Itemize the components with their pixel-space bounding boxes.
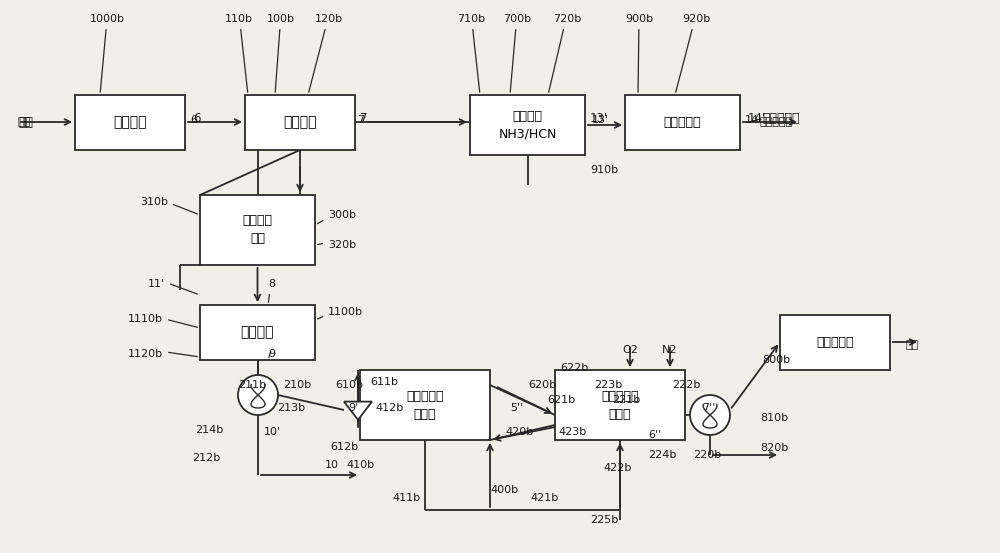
Text: 100b: 100b xyxy=(267,14,295,92)
Text: 610b: 610b xyxy=(335,380,363,390)
Text: 820b: 820b xyxy=(760,443,788,453)
Text: 可再生脱
NH3/HCN: 可再生脱 NH3/HCN xyxy=(498,109,557,140)
FancyBboxPatch shape xyxy=(780,315,890,370)
Text: 热量回收: 热量回收 xyxy=(241,326,274,340)
Text: 10: 10 xyxy=(325,460,339,470)
Text: 310b: 310b xyxy=(140,197,197,214)
Text: 421b: 421b xyxy=(530,493,558,503)
Text: 7: 7 xyxy=(360,112,368,124)
Text: 920b: 920b xyxy=(676,14,710,92)
Text: 110b: 110b xyxy=(225,14,253,92)
Text: 611b: 611b xyxy=(370,377,398,387)
FancyBboxPatch shape xyxy=(200,305,315,360)
Text: 622b: 622b xyxy=(560,363,588,373)
Text: 910b: 910b xyxy=(590,165,618,175)
FancyBboxPatch shape xyxy=(360,370,490,440)
Text: 脱硫合成气: 脱硫合成气 xyxy=(760,117,793,127)
Text: 213b: 213b xyxy=(277,403,305,413)
Text: 300b: 300b xyxy=(317,210,356,223)
Text: 214b: 214b xyxy=(195,425,223,435)
Text: 粉煤: 粉煤 xyxy=(18,117,31,127)
Text: 10': 10' xyxy=(264,427,281,437)
Text: 220b: 220b xyxy=(693,450,721,460)
Text: 14': 14' xyxy=(745,115,762,125)
Text: 221b: 221b xyxy=(612,395,640,405)
Text: 7: 7 xyxy=(357,115,364,125)
FancyBboxPatch shape xyxy=(245,95,355,150)
Text: 粉煤气化: 粉煤气化 xyxy=(113,116,147,129)
Text: 11': 11' xyxy=(148,279,197,294)
Text: 1100b: 1100b xyxy=(318,307,363,319)
Text: 710b: 710b xyxy=(457,14,485,92)
Text: 900b: 900b xyxy=(625,14,653,92)
Text: 1120b: 1120b xyxy=(128,349,197,359)
Text: 224b: 224b xyxy=(648,450,676,460)
Text: 210b: 210b xyxy=(283,380,311,390)
Text: O2: O2 xyxy=(622,345,638,355)
FancyBboxPatch shape xyxy=(555,370,685,440)
Text: 621b: 621b xyxy=(547,395,575,405)
Text: 6'': 6'' xyxy=(648,430,661,440)
Text: 620b: 620b xyxy=(528,380,556,390)
Text: 211b: 211b xyxy=(238,380,266,390)
Text: 400b: 400b xyxy=(490,485,518,495)
Text: 激冷洗涤: 激冷洗涤 xyxy=(283,116,317,129)
Text: 720b: 720b xyxy=(549,14,581,92)
Text: 硫磺: 硫磺 xyxy=(905,340,918,350)
Text: 423b: 423b xyxy=(558,427,586,437)
Text: 225b: 225b xyxy=(590,515,618,525)
Text: 5'': 5'' xyxy=(510,403,523,413)
Text: 循环流化床
再生段: 循环流化床 再生段 xyxy=(601,389,639,420)
Polygon shape xyxy=(344,401,372,420)
Text: 粉煤: 粉煤 xyxy=(18,116,33,128)
FancyBboxPatch shape xyxy=(470,95,585,155)
Text: 612b: 612b xyxy=(330,442,358,452)
Text: 1000b: 1000b xyxy=(90,14,125,92)
Text: 6: 6 xyxy=(193,112,200,124)
Text: 412b: 412b xyxy=(375,403,403,413)
Text: 422b: 422b xyxy=(603,463,631,473)
Circle shape xyxy=(690,395,730,435)
Text: 9': 9' xyxy=(348,403,358,413)
Text: 9: 9 xyxy=(268,349,275,359)
FancyBboxPatch shape xyxy=(200,195,315,265)
Text: 320b: 320b xyxy=(318,240,356,250)
FancyBboxPatch shape xyxy=(625,95,740,150)
Text: 硫回收单元: 硫回收单元 xyxy=(816,336,854,349)
Text: 1110b: 1110b xyxy=(128,314,197,327)
Text: 6: 6 xyxy=(190,115,197,125)
Text: 120b: 120b xyxy=(309,14,343,92)
Text: 411b: 411b xyxy=(392,493,420,503)
Text: 212b: 212b xyxy=(192,453,220,463)
Text: 8: 8 xyxy=(268,279,275,302)
Text: 222b: 222b xyxy=(672,380,700,390)
Text: 420b: 420b xyxy=(505,427,533,437)
Text: 合成气冷却: 合成气冷却 xyxy=(664,116,701,129)
Text: 循环流化床
脱硫段: 循环流化床 脱硫段 xyxy=(406,389,444,420)
Text: N2: N2 xyxy=(662,345,678,355)
Circle shape xyxy=(238,375,278,415)
Text: 223b: 223b xyxy=(594,380,622,390)
Text: 810b: 810b xyxy=(760,413,788,423)
Text: 脱硫合成气: 脱硫合成气 xyxy=(762,112,800,124)
Text: 800b: 800b xyxy=(762,355,790,365)
Text: 14': 14' xyxy=(748,112,766,124)
Text: 700b: 700b xyxy=(503,14,531,92)
FancyBboxPatch shape xyxy=(75,95,185,150)
Text: 410b: 410b xyxy=(346,460,374,470)
Text: 7'': 7'' xyxy=(702,403,715,413)
Text: 13': 13' xyxy=(590,112,608,124)
Text: 等温变换
反应: 等温变换 反应 xyxy=(242,215,272,246)
Text: 13': 13' xyxy=(592,115,609,125)
